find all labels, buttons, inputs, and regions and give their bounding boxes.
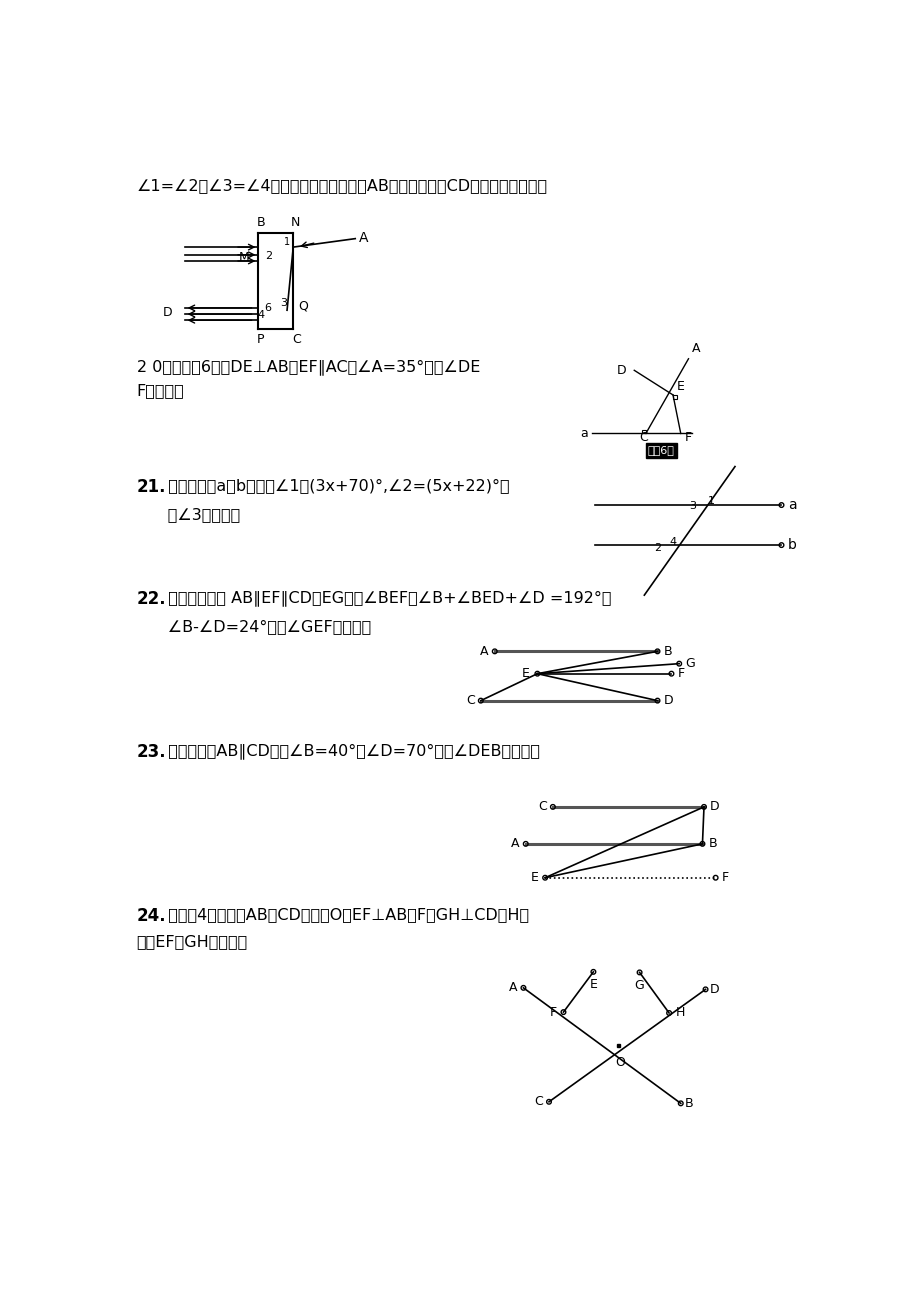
- Text: H: H: [675, 1006, 684, 1019]
- Text: 23.: 23.: [137, 743, 166, 760]
- Text: 6: 6: [264, 303, 271, 312]
- Text: F: F: [677, 667, 684, 680]
- Text: C: C: [639, 431, 647, 444]
- Text: F: F: [550, 1005, 557, 1018]
- Text: P: P: [256, 333, 264, 346]
- Text: 2: 2: [653, 543, 661, 553]
- Text: D: D: [663, 694, 673, 707]
- Text: a: a: [787, 499, 796, 512]
- Text: 如图，直线a与b平行，∠1＝(3x+70)°,∠2=(5x+22)°，: 如图，直线a与b平行，∠1＝(3x+70)°,∠2=(5x+22)°，: [158, 478, 509, 493]
- Text: G: G: [634, 979, 644, 992]
- Text: 21.: 21.: [137, 478, 166, 496]
- Text: 如图（4），直线AB与CD相交于O，EF⊥AB于F，GH⊥CD于H，: 如图（4），直线AB与CD相交于O，EF⊥AB于F，GH⊥CD于H，: [158, 907, 529, 922]
- Bar: [673, 395, 676, 398]
- Text: E: E: [521, 667, 529, 680]
- Text: B: B: [684, 1096, 693, 1109]
- Bar: [617, 1044, 619, 1047]
- Text: B: B: [708, 837, 717, 850]
- Text: F: F: [721, 871, 728, 884]
- Bar: [641, 430, 645, 434]
- Text: 3: 3: [280, 298, 287, 307]
- Text: F: F: [684, 431, 691, 444]
- Text: 2 0、如图（6），DE⊥AB，EF∥AC，∠A=35°，求∠DE: 2 0、如图（6），DE⊥AB，EF∥AC，∠A=35°，求∠DE: [137, 359, 480, 375]
- Text: E: E: [530, 871, 539, 884]
- Text: 3: 3: [688, 501, 696, 512]
- Text: N: N: [290, 216, 300, 229]
- Text: A: A: [508, 982, 516, 995]
- Text: O: O: [615, 1056, 625, 1069]
- Text: D: D: [709, 983, 719, 996]
- Text: E: E: [589, 978, 596, 991]
- Text: 4: 4: [256, 310, 264, 320]
- Text: D: D: [617, 363, 626, 376]
- Text: M: M: [238, 251, 249, 264]
- Text: 22.: 22.: [137, 590, 166, 608]
- Text: C: C: [538, 801, 546, 814]
- Text: 图（6）: 图（6）: [647, 445, 674, 456]
- Text: 求证EF与GH必相交。: 求证EF与GH必相交。: [137, 934, 248, 949]
- Text: 1: 1: [707, 496, 714, 505]
- Text: A: A: [692, 342, 700, 355]
- Text: 1: 1: [284, 237, 289, 247]
- Text: 24.: 24.: [137, 907, 166, 924]
- Text: 已知：如图， AB∥EF∥CD，EG平分∠BEF，∠B+∠BED+∠D =192°，: 已知：如图， AB∥EF∥CD，EG平分∠BEF，∠B+∠BED+∠D =192…: [158, 590, 611, 605]
- Text: B: B: [663, 644, 672, 658]
- Text: A: A: [510, 837, 519, 850]
- Text: b: b: [787, 538, 796, 552]
- Text: F的度数。: F的度数。: [137, 383, 184, 398]
- Text: C: C: [292, 333, 301, 346]
- Text: ∠1=∠2，∠3=∠4，试说明，进入的光线AB与射出的光线CD平行吗？为什么？: ∠1=∠2，∠3=∠4，试说明，进入的光线AB与射出的光线CD平行吗？为什么？: [137, 178, 547, 193]
- Text: G: G: [685, 658, 695, 671]
- Text: C: C: [533, 1095, 542, 1108]
- Text: B: B: [256, 216, 265, 229]
- Text: D: D: [163, 306, 173, 319]
- Text: 4: 4: [669, 538, 676, 547]
- Text: D: D: [709, 801, 719, 814]
- Text: a: a: [579, 427, 587, 440]
- Text: 求∠3的度数。: 求∠3的度数。: [137, 508, 240, 522]
- Text: Q: Q: [298, 299, 308, 312]
- Text: A: A: [358, 230, 369, 245]
- Text: 2: 2: [265, 251, 272, 262]
- Text: A: A: [480, 644, 488, 658]
- Text: E: E: [676, 380, 684, 393]
- Text: C: C: [465, 694, 474, 707]
- Text: 如图，已知AB∥CD，且∠B=40°，∠D=70°，求∠DEB的度数。: 如图，已知AB∥CD，且∠B=40°，∠D=70°，求∠DEB的度数。: [158, 743, 539, 759]
- Text: ∠B-∠D=24°，求∠GEF的度数。: ∠B-∠D=24°，求∠GEF的度数。: [137, 618, 370, 634]
